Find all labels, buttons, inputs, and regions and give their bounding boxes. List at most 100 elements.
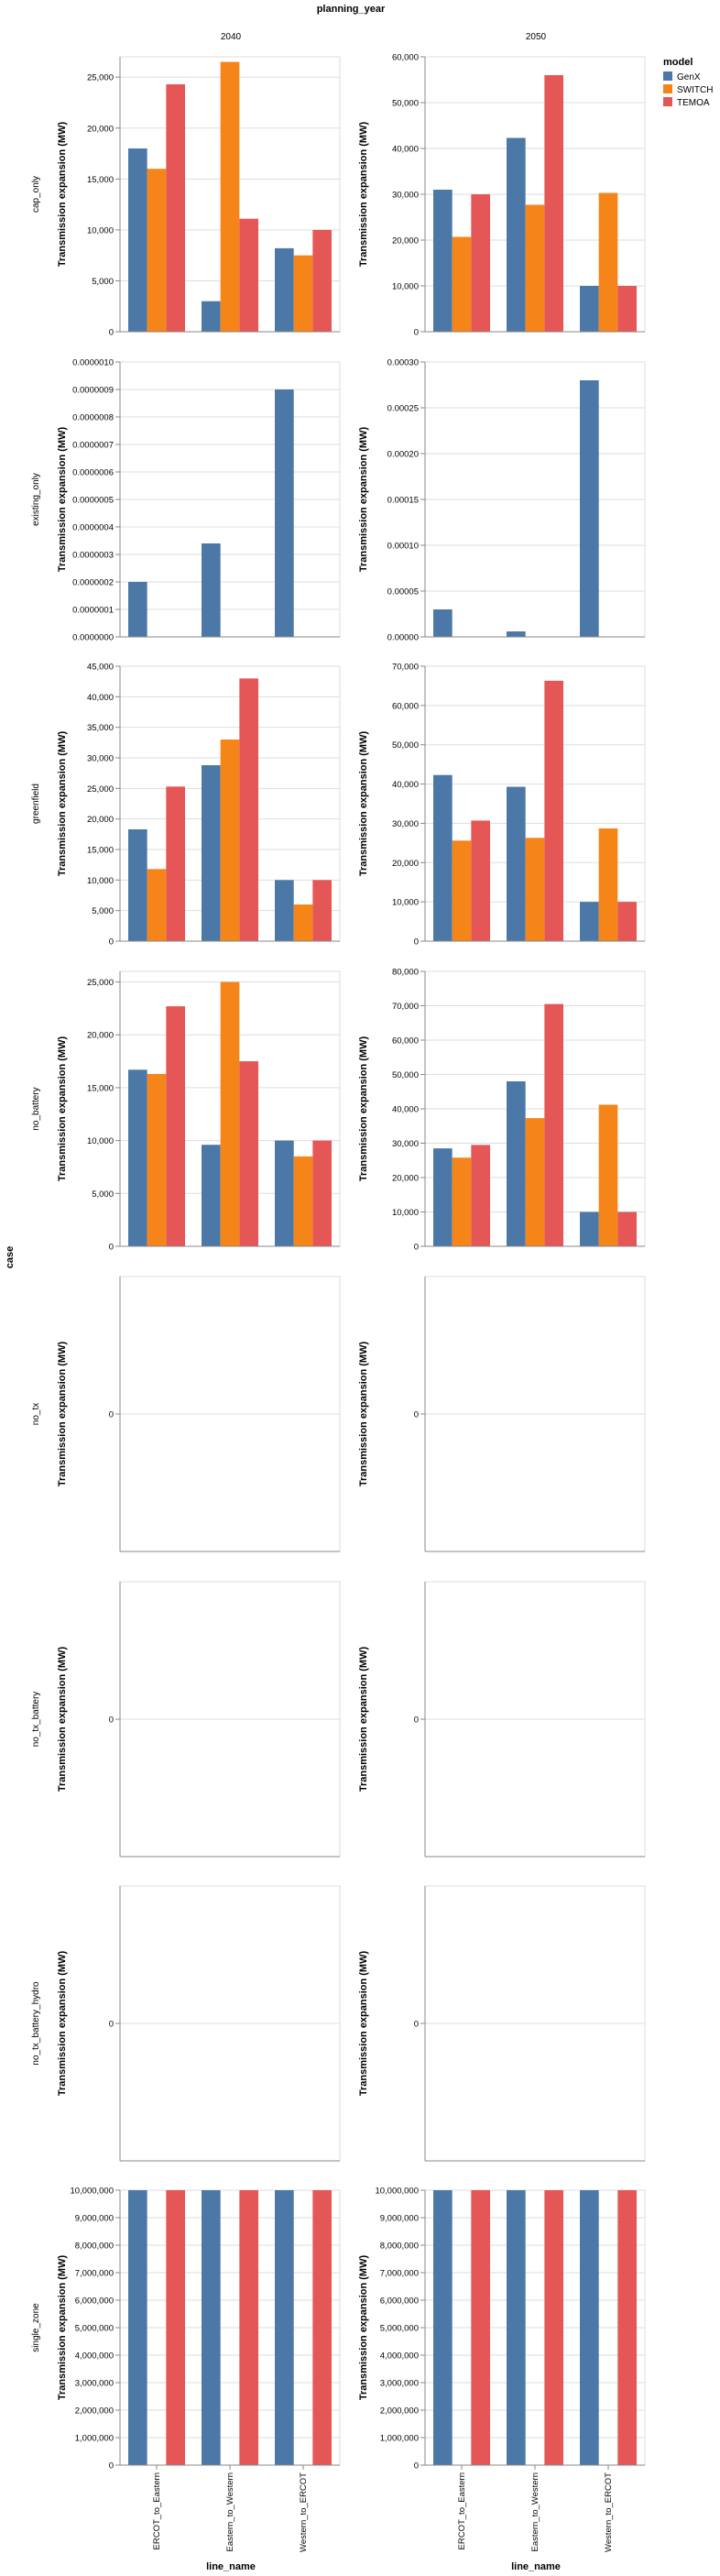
bar-genx-Western_to_ERCOT <box>580 902 599 941</box>
y-tick-label: 0.0000009 <box>72 386 114 396</box>
bar-genx-Eastern_to_Western <box>507 631 526 637</box>
bar-genx-Eastern_to_Western <box>507 1081 526 1246</box>
panel-no_tx_battery_hydro-2040: 0 Transmission expansion (MW) <box>57 1885 341 2162</box>
y-axis-title: Transmission expansion (MW) <box>57 731 68 877</box>
y-axis-title: Transmission expansion (MW) <box>57 1647 68 1792</box>
bar-genx-Western_to_ERCOT <box>580 380 599 637</box>
y-tick-label: 0.00000 <box>387 633 419 643</box>
y-tick-label: 0 <box>414 1243 419 1253</box>
y-tick-label: 5,000 <box>92 1189 114 1200</box>
row-label-greenfield: greenfield <box>31 784 41 824</box>
panel-greenfield-2050: 0 10,000 20,000 30,000 40,000 50,000 60,000 70,… <box>358 663 646 948</box>
bar-temoa-Eastern_to_Western <box>239 678 258 941</box>
row-label-existing_only: existing_only <box>31 473 41 526</box>
y-tick-label: 0.0000000 <box>72 633 114 643</box>
y-tick-label: 4,000,000 <box>75 2351 114 2362</box>
bar-switch-Eastern_to_Western <box>220 61 240 333</box>
panel-cap_only-2050: 0 10,000 20,000 30,000 40,000 50,000 60,000 Tra… <box>358 53 646 338</box>
y-tick-label: 40,000 <box>392 780 419 790</box>
bar-temoa-ERCOT_to_Eastern <box>471 2190 490 2465</box>
legend-swatch-genx <box>663 71 672 81</box>
bar-temoa-ERCOT_to_Eastern <box>166 786 185 941</box>
legend-swatch-switch <box>663 84 672 93</box>
y-tick-label: 60,000 <box>392 53 419 63</box>
bar-temoa-Western_to_ERCOT <box>617 286 637 332</box>
x-tick-label: Western_to_ERCOT <box>299 2472 309 2552</box>
y-tick-label: 0.0000001 <box>72 606 114 616</box>
bar-genx-ERCOT_to_Eastern <box>433 774 453 941</box>
y-tick-label: 0.0000010 <box>72 358 114 368</box>
legend-label-switch: SWITCH <box>677 85 713 95</box>
bar-temoa-Eastern_to_Western <box>239 2190 258 2465</box>
y-tick-label: 2,000,000 <box>380 2406 419 2417</box>
y-tick-label: 2,000,000 <box>75 2406 114 2417</box>
y-tick-label: 25,000 <box>87 978 114 988</box>
bar-temoa-Western_to_ERCOT <box>617 1211 637 1246</box>
bar-switch-ERCOT_to_Eastern <box>147 1073 167 1246</box>
y-tick-label: 20,000 <box>87 1031 114 1041</box>
y-tick-label: 10,000 <box>87 225 114 236</box>
y-tick-label: 50,000 <box>392 99 419 109</box>
panel-existing_only-2040: 0.0000000 0.0000001 0.0000002 0.0000003 0.00… <box>57 358 341 643</box>
y-tick-label: 20,000 <box>87 815 114 825</box>
bar-switch-Western_to_ERCOT <box>293 255 313 332</box>
y-tick-label: 5,000 <box>92 906 114 916</box>
bar-genx-ERCOT_to_Eastern <box>433 190 453 332</box>
bar-genx-Western_to_ERCOT <box>580 286 599 332</box>
bar-genx-Eastern_to_Western <box>202 1145 221 1246</box>
bar-genx-ERCOT_to_Eastern <box>433 609 453 637</box>
bar-switch-Western_to_ERCOT <box>598 828 618 941</box>
y-tick-label: 0.0000003 <box>72 551 114 561</box>
y-tick-label: 10,000 <box>87 1136 114 1146</box>
y-tick-label: 10,000 <box>392 1208 419 1218</box>
y-tick-label: 50,000 <box>392 740 419 751</box>
y-axis-title: Transmission expansion (MW) <box>358 1951 369 2097</box>
y-tick-label: 0.0000004 <box>72 523 114 533</box>
x-tick-label: ERCOT_to_Eastern <box>457 2472 467 2549</box>
bar-temoa-ERCOT_to_Eastern <box>471 194 490 332</box>
panel-no_battery-2050: 0 10,000 20,000 30,000 40,000 50,000 60,000 70,… <box>358 968 646 1253</box>
bar-temoa-Eastern_to_Western <box>239 1061 258 1246</box>
y-tick-label: 9,000,000 <box>75 2214 114 2224</box>
bar-temoa-Western_to_ERCOT <box>312 2190 332 2465</box>
y-axis-title: Transmission expansion (MW) <box>57 122 68 268</box>
bar-switch-ERCOT_to_Eastern <box>452 236 472 332</box>
bar-switch-ERCOT_to_Eastern <box>147 169 167 332</box>
y-tick-label: 25,000 <box>87 73 114 83</box>
y-tick-label: 10,000 <box>392 282 419 292</box>
y-tick-label: 0 <box>109 1243 114 1253</box>
bar-switch-Western_to_ERCOT <box>598 1104 618 1246</box>
legend-swatch-temoa <box>663 97 672 106</box>
row-label-no_tx_battery_hydro: no_tx_battery_hydro <box>31 1981 41 2066</box>
bar-genx-Western_to_ERCOT <box>580 1211 599 1246</box>
bar-switch-Western_to_ERCOT <box>293 904 313 941</box>
y-tick-label: 40,000 <box>392 1105 419 1115</box>
x-axis-title-right: line_name <box>511 2561 561 2572</box>
y-axis-title: Transmission expansion (MW) <box>358 427 369 573</box>
y-tick-label: 3,000,000 <box>75 2379 114 2389</box>
panel-greenfield-2040: 0 5,000 10,000 15,000 20,000 25,000 30,000 35,0… <box>57 663 341 948</box>
y-axis-title: Transmission expansion (MW) <box>358 122 369 268</box>
y-axis-title: Transmission expansion (MW) <box>358 2255 369 2401</box>
legend-label-temoa: TEMOA <box>677 98 710 108</box>
y-tick-label: 10,000 <box>87 876 114 886</box>
y-tick-label: 0 <box>109 2461 114 2472</box>
bar-temoa-ERCOT_to_Eastern <box>166 2190 185 2465</box>
x-tick-label: Western_to_ERCOT <box>604 2472 614 2552</box>
bar-temoa-ERCOT_to_Eastern <box>166 1006 185 1246</box>
y-tick-label: 0.00030 <box>387 358 419 368</box>
legend-label-genx: GenX <box>677 72 701 82</box>
bar-genx-ERCOT_to_Eastern <box>128 582 147 637</box>
legend-title: model <box>663 57 693 68</box>
y-tick-label: 20,000 <box>392 236 419 247</box>
y-tick-label: 1,000,000 <box>380 2434 419 2444</box>
y-tick-label: 0 <box>109 1410 114 1420</box>
bar-genx-ERCOT_to_Eastern <box>128 2190 147 2465</box>
y-tick-label: 0 <box>109 937 114 948</box>
y-axis-title: Transmission expansion (MW) <box>57 2255 68 2401</box>
y-tick-label: 40,000 <box>87 693 114 703</box>
y-tick-label: 7,000,000 <box>380 2269 419 2279</box>
y-axis-title: Transmission expansion (MW) <box>358 1342 369 1487</box>
y-tick-label: 45,000 <box>87 663 114 673</box>
panel-cap_only-2040: 0 5,000 10,000 15,000 20,000 25,000 Transmissi… <box>57 56 341 338</box>
